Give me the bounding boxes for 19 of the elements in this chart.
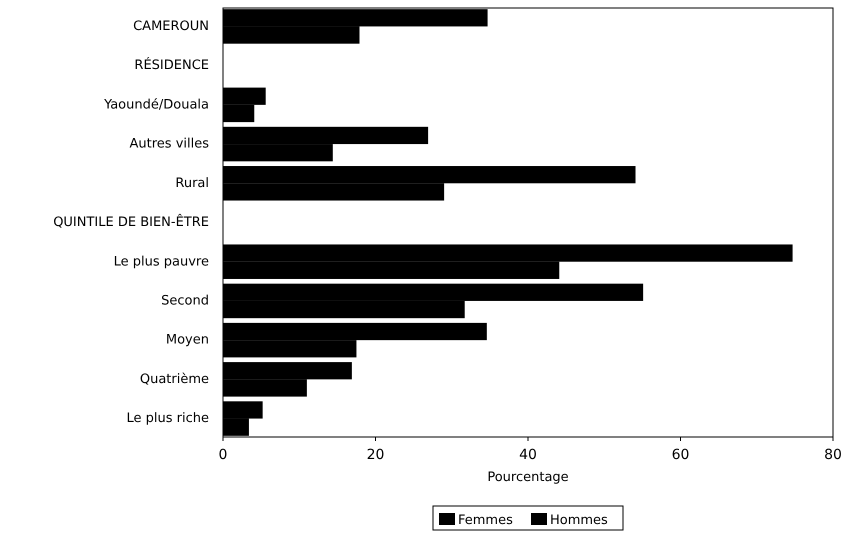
- y-tick-label: Yaoundé/Douala: [103, 97, 209, 112]
- y-tick-label: Moyen: [166, 332, 209, 348]
- y-tick-label: CAMEROUN: [133, 18, 209, 34]
- legend-label: Femmes: [458, 513, 514, 528]
- y-tick-label: Rural: [175, 176, 209, 191]
- legend-label: Hommes: [550, 513, 608, 528]
- y-tick-label: Le plus pauvre: [114, 254, 209, 270]
- y-tick-label: Quatrième: [140, 372, 209, 387]
- y-tick-label: Le plus riche: [126, 411, 209, 426]
- y-tick-label: RÉSIDENCE: [134, 56, 209, 74]
- x-tick-label: 40: [519, 447, 537, 463]
- x-tick-label: 80: [824, 447, 842, 463]
- x-tick-label: 60: [672, 447, 690, 463]
- x-tick-label: 0: [218, 447, 228, 463]
- y-tick-label: Autres villes: [130, 136, 210, 152]
- x-tick-label: 20: [366, 447, 384, 463]
- x-axis-title: Pourcentage: [487, 470, 569, 485]
- y-tick-label: QUINTILE DE BIEN-ÊTRE: [53, 213, 209, 230]
- y-tick-label: Second: [161, 293, 209, 308]
